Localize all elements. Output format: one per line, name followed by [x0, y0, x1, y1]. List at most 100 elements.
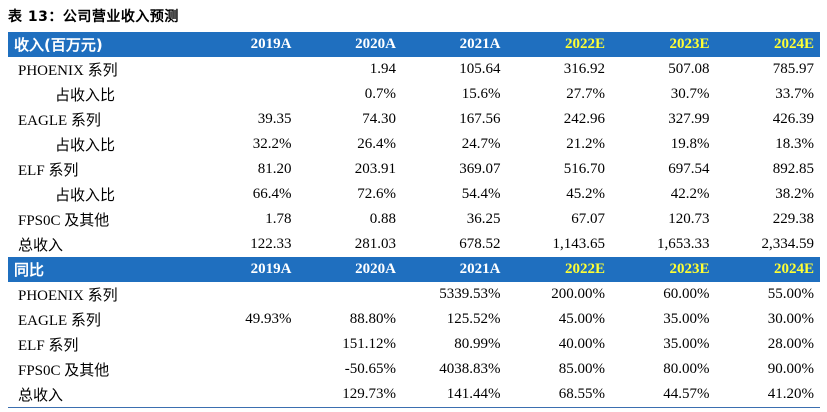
table-cell: 18.3% [775, 136, 814, 152]
table-cell: 892.85 [772, 161, 814, 177]
table-cell: 167.56 [459, 111, 501, 127]
table-cell: 5339.53% [439, 286, 501, 302]
column-header: 2021A [402, 257, 507, 282]
table-cell: 1.94 [369, 61, 396, 77]
table-cell: 1.78 [265, 211, 292, 227]
table-cell: 35.00% [663, 336, 710, 352]
row-label: FPS0C 及其他 [18, 213, 110, 229]
table-cell: 55.00% [767, 286, 814, 302]
table-cell: 1,653.33 [657, 236, 710, 252]
table-row: 占收入比 0.7% 15.6% 27.7% 30.7% 33.7% [8, 82, 820, 107]
row-label: 总收入 [8, 382, 193, 408]
table-cell: 697.54 [668, 161, 710, 177]
table-cell: 151.12% [342, 336, 396, 352]
table-row: ELF 系列 151.12% 80.99% 40.00% 35.00% 28.00% [8, 332, 820, 357]
table-cell: 39.35 [257, 111, 292, 127]
table-cell: 242.96 [563, 111, 605, 127]
table-row: 占收入比 32.2% 26.4% 24.7% 21.2% 19.8% 18.3% [8, 132, 820, 157]
table-cell: 0.88 [369, 211, 396, 227]
table-cell: 44.57% [611, 382, 716, 408]
table-cell: 4038.83% [439, 361, 501, 377]
column-header: 2024E [715, 32, 820, 57]
table-row: 占收入比 66.4% 72.6% 54.4% 45.2% 42.2% 38.2% [8, 182, 820, 207]
table-cell: 30.7% [670, 86, 710, 102]
table-cell: 19.8% [670, 136, 710, 152]
column-header: 2019A [193, 257, 298, 282]
table-cell: 15.6% [461, 86, 501, 102]
table-row: ELF 系列 81.20 203.91 369.07 516.70 697.54 892.8… [8, 157, 820, 182]
column-header: 2022E [506, 257, 611, 282]
table-cell: 129.73% [297, 382, 402, 408]
revenue-header-label: 收入(百万元) [8, 32, 193, 57]
table-cell: 27.7% [566, 86, 605, 102]
revenue-forecast-table: 收入(百万元) 2019A 2020A 2021A 2022E 2023E 2024E PHO… [8, 32, 820, 408]
table-cell: 1,143.65 [552, 236, 606, 252]
row-label: 占收入比 [55, 88, 116, 104]
column-header: 2024E [715, 257, 820, 282]
table-cell: 81.20 [257, 161, 292, 177]
table-cell: 203.91 [354, 161, 396, 177]
table-cell: 74.30 [362, 111, 396, 127]
table-cell: 49.93% [245, 311, 292, 327]
table-cell: 54.4% [461, 186, 501, 202]
row-label: PHOENIX 系列 [18, 288, 118, 304]
row-label: 占收入比 [55, 188, 116, 204]
table-cell: 122.33 [250, 236, 292, 252]
table-cell: 21.2% [566, 136, 605, 152]
table-cell: 26.4% [357, 136, 396, 152]
table-row: PHOENIX 系列 1.94 105.64 316.92 507.08 785.97 [8, 57, 820, 82]
row-label: ELF 系列 [18, 163, 79, 179]
table-cell: 67.07 [571, 211, 605, 227]
column-header: 2021A [402, 32, 507, 57]
table-row: FPS0C 及其他 1.78 0.88 36.25 67.07 120.73 229.38 [8, 207, 820, 232]
table-cell: 41.20% [715, 382, 820, 408]
column-header: 2022E [506, 32, 611, 57]
table-cell: 90.00% [767, 361, 814, 377]
table-cell: 38.2% [775, 186, 814, 202]
table-row: 总收入 122.33 281.03 678.52 1,143.65 1,653.33 2,3… [8, 232, 820, 257]
table-cell: 125.52% [446, 311, 501, 327]
table-cell: 45.2% [566, 186, 605, 202]
table-cell: 32.2% [252, 136, 292, 152]
table-cell: 120.73 [668, 211, 710, 227]
table-cell: 229.38 [772, 211, 814, 227]
yoy-header-row: 同比 2019A 2020A 2021A 2022E 2023E 2024E [8, 257, 820, 282]
table-row: EAGLE 系列 49.93% 88.80% 125.52% 45.00% 35.00% 3… [8, 307, 820, 332]
column-header: 2019A [193, 32, 298, 57]
row-label: 占收入比 [55, 138, 116, 154]
table-cell: 28.00% [767, 336, 814, 352]
table-row: EAGLE 系列 39.35 74.30 167.56 242.96 327.99 426.… [8, 107, 820, 132]
table-cell: 30.00% [767, 311, 814, 327]
table-row: PHOENIX 系列 5339.53% 200.00% 60.00% 55.00% [8, 282, 820, 307]
table-cell: 369.07 [459, 161, 501, 177]
table-cell: 141.44% [402, 382, 507, 408]
table-cell: 33.7% [775, 86, 814, 102]
table-cell: 0.7% [364, 86, 396, 102]
table-cell: 785.97 [772, 61, 814, 77]
table-cell: 80.99% [454, 336, 501, 352]
table-cell [193, 332, 298, 357]
table-row: FPS0C 及其他 -50.65% 4038.83% 85.00% 80.00% 90.0… [8, 357, 820, 382]
table-cell: 426.39 [772, 111, 814, 127]
table-cell: 24.7% [461, 136, 501, 152]
row-label: PHOENIX 系列 [18, 63, 118, 79]
table-cell: 678.52 [459, 236, 501, 252]
table-cell: 36.25 [466, 211, 501, 227]
table-row: 总收入 129.73% 141.44% 68.55% 44.57% 41.20% [8, 382, 820, 408]
table-cell: 516.70 [563, 161, 605, 177]
table-cell: 316.92 [563, 61, 605, 77]
table-cell: 35.00% [663, 311, 710, 327]
table-cell [193, 82, 298, 107]
table-cell: 60.00% [663, 286, 710, 302]
table-title: 表 13：公司营业收入预测 [8, 9, 179, 25]
table-cell: -50.65% [344, 361, 396, 377]
table-cell: 66.4% [252, 186, 292, 202]
table-cell: 80.00% [663, 361, 710, 377]
row-label: 总收入 [18, 238, 64, 254]
row-label: FPS0C 及其他 [18, 363, 110, 379]
row-label: ELF 系列 [18, 338, 79, 354]
table-cell: 68.55% [506, 382, 611, 408]
table-cell: 281.03 [354, 236, 396, 252]
table-cell: 105.64 [459, 61, 501, 77]
table-cell: 42.2% [670, 186, 710, 202]
